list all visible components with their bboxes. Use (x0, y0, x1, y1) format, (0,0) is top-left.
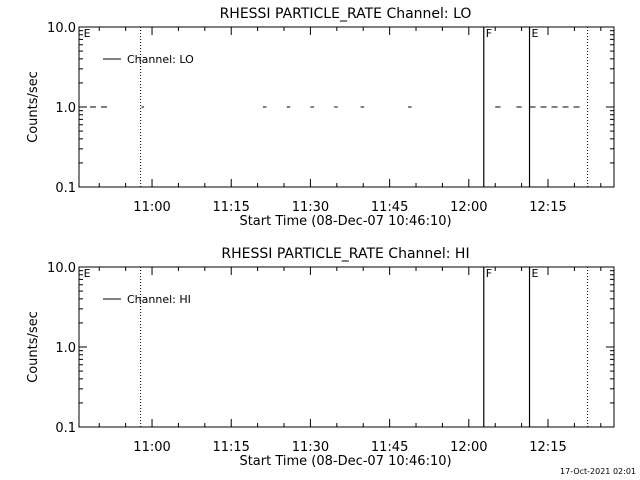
x-tick-label: 11:15 (212, 440, 249, 455)
x-tick-label: 11:00 (133, 200, 170, 215)
x-tick-label: 12:00 (450, 200, 487, 215)
y-tick-label: 0.1 (55, 181, 76, 196)
marker-label: E (84, 27, 91, 40)
x-tick-label: 11:15 (212, 200, 249, 215)
chart-title: RHESSI PARTICLE_RATE Channel: HI (221, 246, 469, 262)
marker-label: E (532, 27, 539, 40)
x-tick-label: 11:00 (133, 440, 170, 455)
panels-group: RHESSI PARTICLE_RATE Channel: LO 0.1 1.0 10… (26, 6, 615, 469)
y-axis-label: Counts/sec (26, 71, 41, 143)
y-tick-label: 1.0 (55, 341, 76, 356)
x-tick-label: 11:30 (292, 440, 329, 455)
x-tick-label: 11:45 (371, 440, 408, 455)
x-tick-label: 12:00 (450, 440, 487, 455)
legend-label: Channel: LO (127, 53, 194, 66)
x-tick-label: 11:30 (292, 200, 329, 215)
marker-label: E (532, 267, 539, 280)
chart-panel-1: RHESSI PARTICLE_RATE Channel: HI 0.1 1.0 10… (26, 246, 615, 469)
y-tick-label: 10.0 (47, 21, 76, 36)
legend-label: Channel: HI (127, 293, 191, 306)
chart-title: RHESSI PARTICLE_RATE Channel: LO (220, 6, 472, 22)
x-tick-label: 12:15 (529, 200, 566, 215)
x-axis-label: Start Time (08-Dec-07 10:46:10) (239, 214, 451, 229)
y-tick-label: 10.0 (47, 261, 76, 276)
marker-label: F (486, 267, 492, 280)
marker-label: E (84, 267, 91, 280)
timestamp-label: 17-Oct-2021 02:01 (560, 467, 636, 476)
x-tick-label: 12:15 (529, 440, 566, 455)
x-axis-label: Start Time (08-Dec-07 10:46:10) (239, 454, 451, 469)
y-axis-label: Counts/sec (26, 311, 41, 383)
y-tick-label: 1.0 (55, 101, 76, 116)
marker-label: F (486, 27, 492, 40)
y-tick-label: 0.1 (55, 421, 76, 436)
chart-panel-0: RHESSI PARTICLE_RATE Channel: LO 0.1 1.0 10… (26, 6, 615, 229)
x-tick-label: 11:45 (371, 200, 408, 215)
